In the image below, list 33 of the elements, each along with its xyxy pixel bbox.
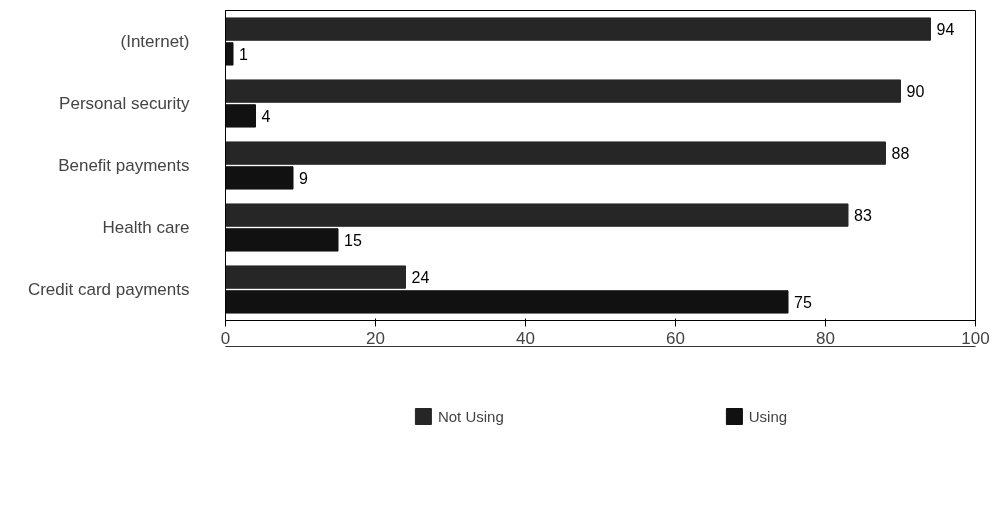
data-label: 90 [906,83,925,101]
bar [225,290,789,314]
y-tick-label: Credit card payments [27,280,190,299]
y-tick-label: Personal security [59,94,190,113]
data-label: 94 [936,21,955,39]
bar [225,166,294,190]
bar [225,17,931,41]
legend-label: Not Using [437,407,504,425]
bar [225,203,849,227]
bar [225,104,256,128]
data-label: 9 [299,169,308,187]
x-tick-label: 40 [516,328,535,348]
y-tick-label: Benefit payments [58,156,190,175]
bar [225,228,339,252]
bar [225,141,886,165]
x-tick-label: 100 [961,328,990,348]
data-label: 4 [261,107,271,125]
y-tick-label: Health care [102,218,190,237]
data-label: 75 [794,293,812,311]
bar [225,265,406,289]
x-tick-label: 80 [816,328,835,348]
x-tick-label: 0 [220,328,231,348]
data-label: 15 [344,231,362,249]
bar [225,42,234,66]
data-label: 88 [891,145,910,163]
y-tick-label: (Internet) [120,32,190,51]
x-tick-label: 20 [366,328,385,348]
legend-label: Using [748,407,788,425]
x-tick-label: 60 [666,328,685,348]
data-label: 83 [854,207,872,225]
data-label: 24 [411,269,430,287]
data-label: 1 [239,45,248,63]
bar [225,79,901,103]
